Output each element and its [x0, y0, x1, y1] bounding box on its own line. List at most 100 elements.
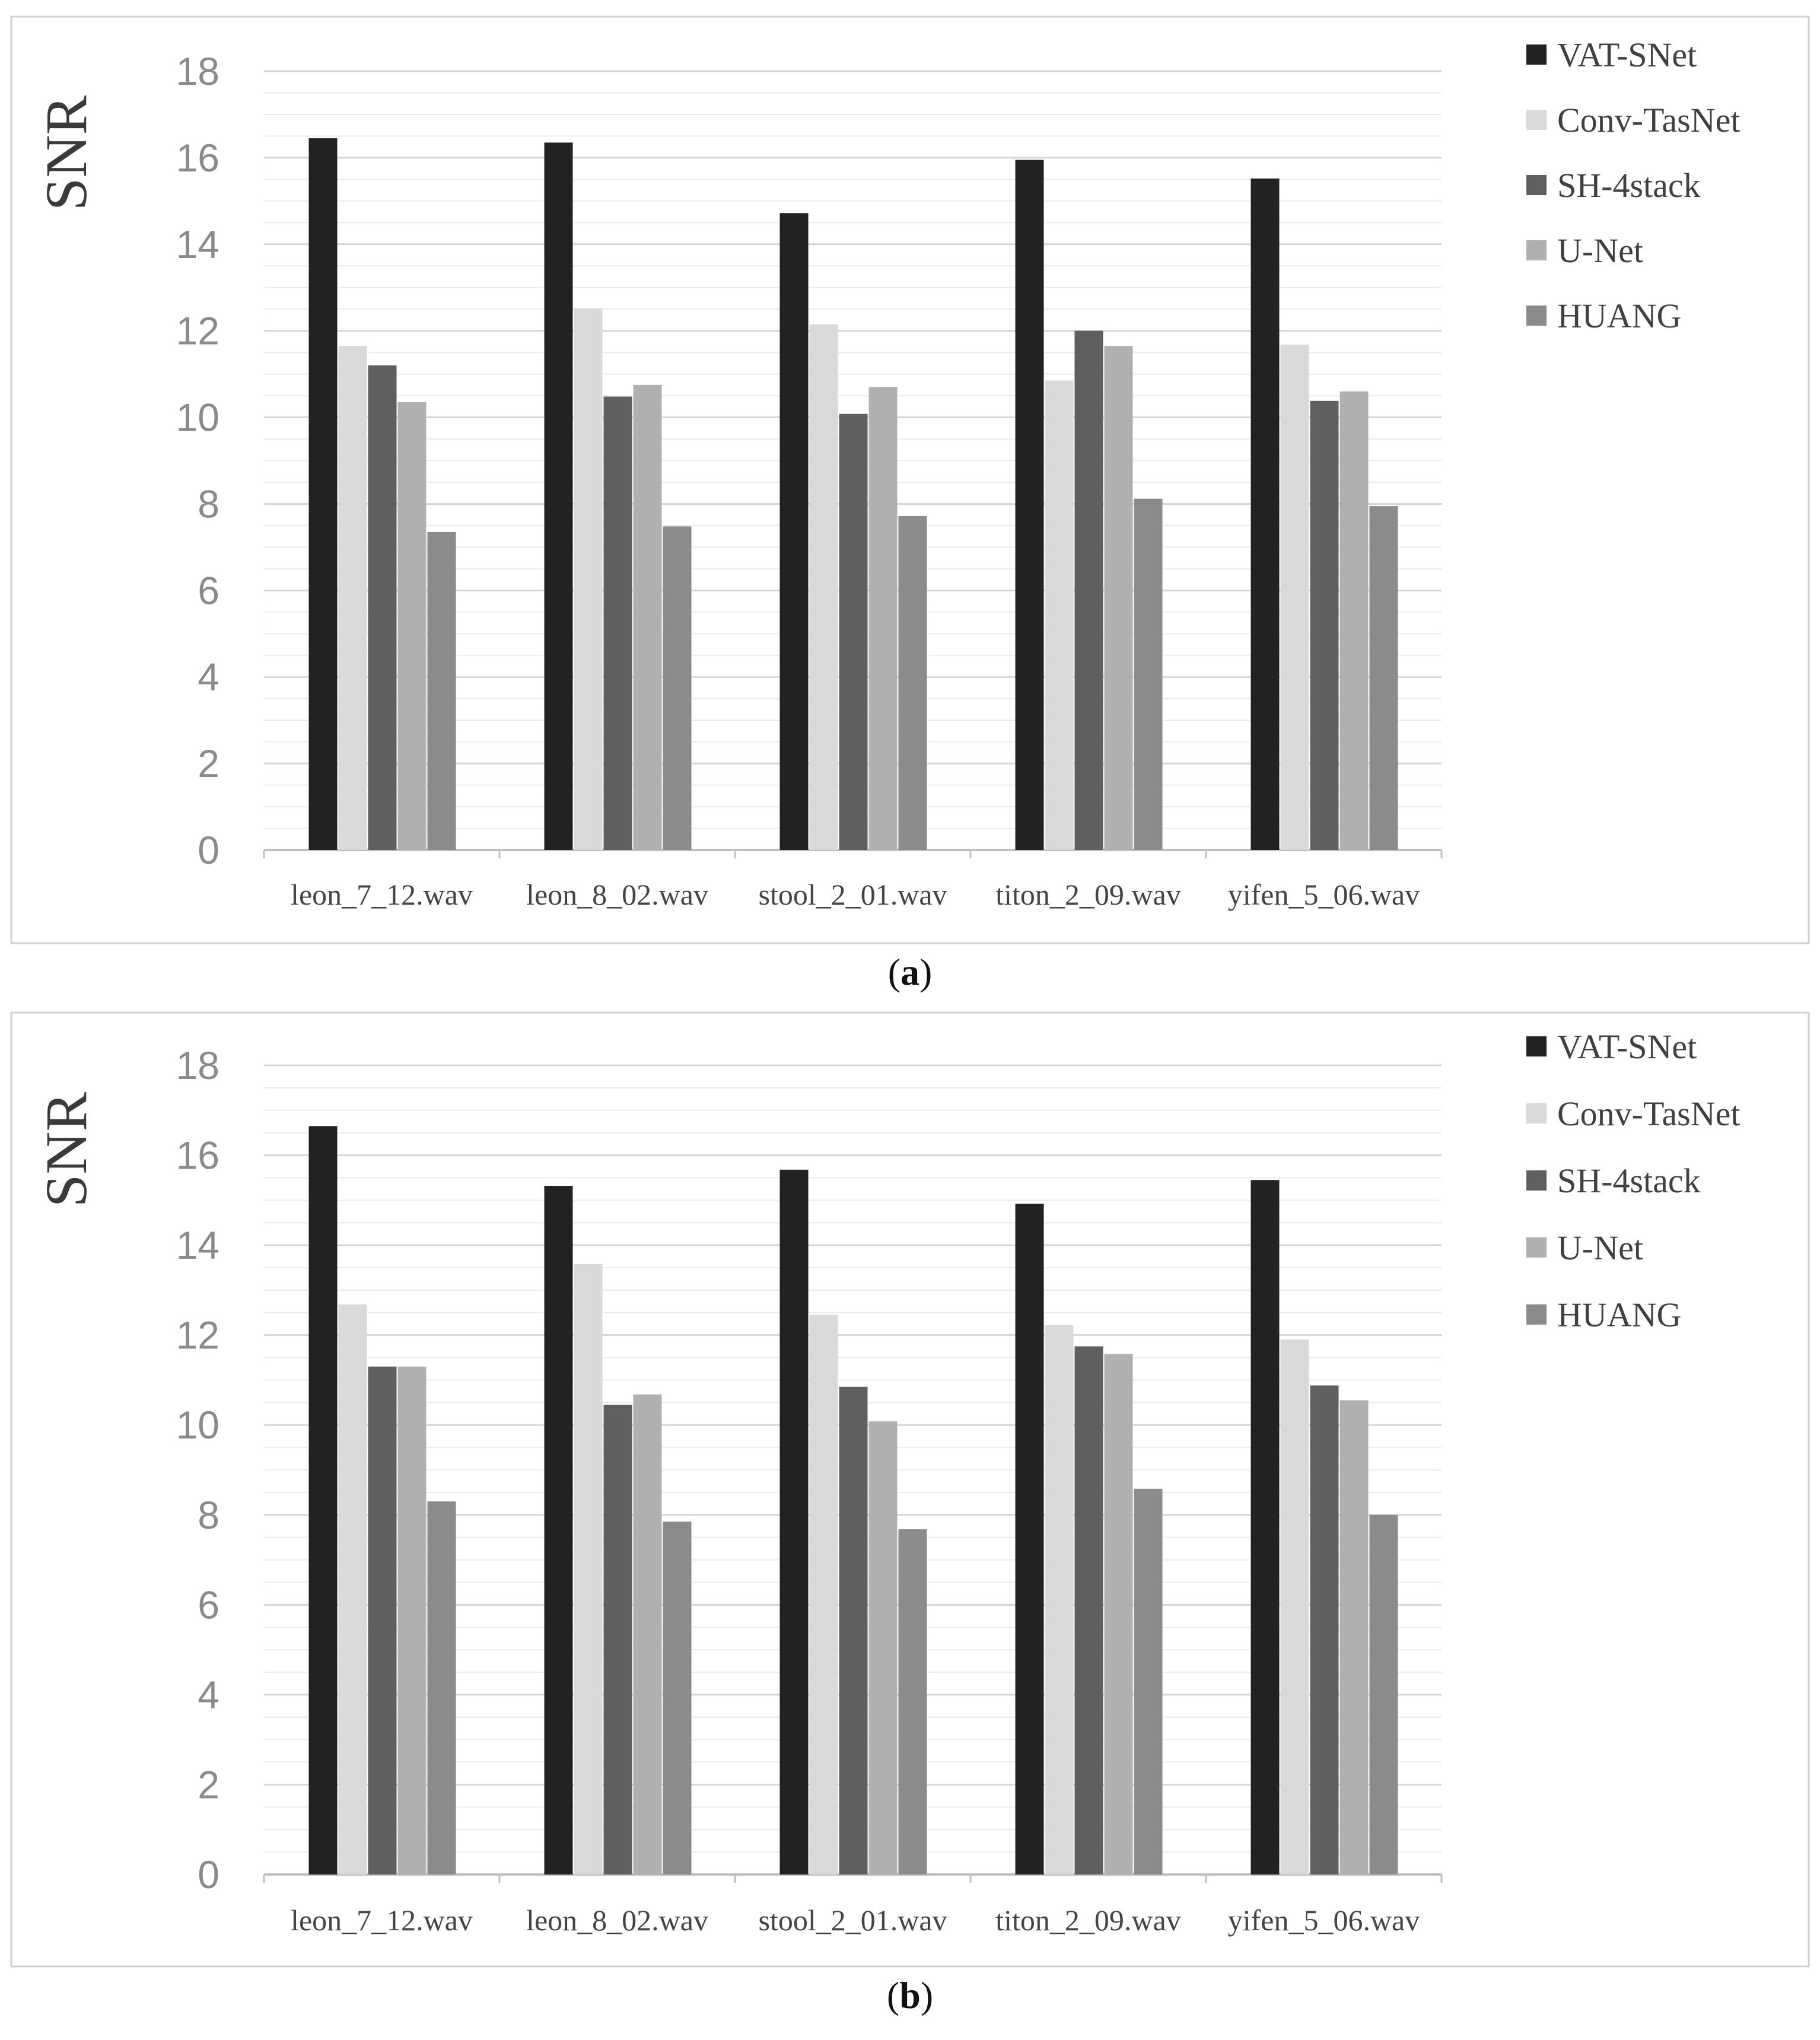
- y-axis-title: SNR: [33, 95, 99, 211]
- legend-label: HUANG: [1557, 1296, 1681, 1334]
- x-tick-label: yifen_5_06.wav: [1228, 878, 1420, 911]
- panel-caption: (a): [888, 951, 933, 993]
- bar-conv-tasnet-0: [338, 346, 367, 850]
- x-tick-label: leon_7_12.wav: [291, 878, 473, 911]
- x-tick-label: stool_2_01.wav: [758, 878, 947, 911]
- x-tick-label: titon_2_09.wav: [995, 1904, 1181, 1937]
- y-tick-label: 12: [176, 309, 219, 353]
- panel-caption: (b): [887, 1974, 933, 2016]
- bar-conv-tasnet-4: [1280, 1339, 1309, 1874]
- chart-panel-a: 0 2 4 6 8 10 12 14 16 18 leon_7_12.wav leon_8_02.wa…: [10, 15, 1810, 944]
- y-tick-label: 8: [198, 482, 219, 526]
- bar-u-net-2: [868, 387, 898, 850]
- legend-swatch: [1526, 175, 1547, 195]
- bar-huang-3: [1134, 498, 1163, 850]
- y-tick-label: 6: [198, 568, 219, 612]
- y-tick-label: 16: [176, 136, 219, 180]
- bar-u-net-2: [868, 1421, 898, 1874]
- panel-caption-letter: b: [899, 1974, 921, 2016]
- y-tick-label: 0: [198, 1853, 219, 1896]
- chart-panel-b: 0 2 4 6 8 10 12 14 16 18 leon_7_12.wav leon_8_02.wa…: [10, 1011, 1810, 1968]
- x-tick-label: leon_8_02.wav: [526, 1904, 708, 1937]
- y-tick-label: 14: [176, 1223, 219, 1267]
- bar-conv-tasnet-0: [338, 1304, 367, 1874]
- legend-swatch: [1526, 1170, 1547, 1191]
- bar-vat-snet-2: [779, 1169, 809, 1874]
- bar-vat-snet-4: [1251, 1180, 1280, 1874]
- bar-huang-3: [1134, 1488, 1163, 1874]
- y-tick-label: 12: [176, 1313, 219, 1357]
- bar-vat-snet-0: [308, 138, 338, 851]
- legend-swatch: [1526, 1304, 1547, 1325]
- bar-u-net-1: [633, 1394, 662, 1874]
- bar-conv-tasnet-2: [809, 1315, 838, 1874]
- bar-sh-4stack-1: [603, 396, 632, 850]
- bar-vat-snet-4: [1251, 178, 1280, 850]
- legend-label: Conv-TasNet: [1557, 101, 1740, 139]
- bar-vat-snet-1: [544, 142, 573, 850]
- bar-conv-tasnet-1: [574, 308, 603, 850]
- legend-label: SH-4stack: [1557, 166, 1701, 205]
- y-tick-label: 8: [198, 1493, 219, 1537]
- y-tick-label: 18: [176, 49, 219, 93]
- y-tick-label: 4: [198, 1673, 219, 1717]
- bar-u-net-0: [397, 402, 427, 850]
- bar-sh-4stack-0: [368, 1366, 397, 1874]
- legend: VAT-SNet Conv-TasNet SH-4stack U-Net HUANG: [1526, 1027, 1740, 1334]
- legend-swatch: [1526, 1103, 1547, 1124]
- bar-conv-tasnet-3: [1045, 1325, 1074, 1874]
- bar-u-net-3: [1104, 1354, 1133, 1874]
- legend-swatch: [1526, 1036, 1547, 1056]
- y-tick-label: 2: [198, 741, 219, 785]
- legend-label: Conv-TasNet: [1557, 1094, 1740, 1133]
- bar-conv-tasnet-3: [1045, 380, 1074, 850]
- bar-vat-snet-1: [544, 1186, 573, 1874]
- y-tick-label: 10: [176, 396, 219, 440]
- y-tick-label: 18: [176, 1043, 219, 1087]
- x-tick-label: yifen_5_06.wav: [1228, 1904, 1420, 1937]
- x-tick-label: titon_2_09.wav: [995, 878, 1181, 911]
- bar-huang-1: [663, 526, 692, 850]
- y-tick-label: 6: [198, 1583, 219, 1627]
- bar-u-net-1: [633, 384, 662, 850]
- bar-u-net-3: [1104, 346, 1133, 850]
- bar-conv-tasnet-2: [809, 324, 838, 850]
- bar-vat-snet-3: [1015, 160, 1044, 850]
- y-tick-label: 2: [198, 1762, 219, 1806]
- bar-huang-2: [898, 515, 927, 850]
- y-tick-label: 14: [176, 222, 219, 266]
- bar-sh-4stack-3: [1074, 330, 1103, 850]
- y-tick-label: 0: [198, 828, 219, 872]
- bar-sh-4stack-4: [1310, 400, 1339, 850]
- bar-u-net-4: [1339, 391, 1369, 850]
- bar-huang-1: [663, 1522, 692, 1874]
- bar-huang-4: [1369, 506, 1398, 850]
- bar-u-net-0: [397, 1366, 427, 1874]
- y-tick-label: 16: [176, 1134, 219, 1177]
- legend-swatch: [1526, 44, 1547, 65]
- bar-conv-tasnet-1: [574, 1264, 603, 1874]
- bar-sh-4stack-2: [839, 413, 868, 850]
- y-tick-label: 10: [176, 1403, 219, 1447]
- legend-swatch: [1526, 240, 1547, 260]
- bar-sh-4stack-2: [839, 1386, 868, 1874]
- bar-sh-4stack-4: [1310, 1385, 1339, 1874]
- x-tick-label: leon_7_12.wav: [291, 1904, 473, 1937]
- legend: VAT-SNet Conv-TasNet SH-4stack U-Net HUANG: [1526, 36, 1740, 335]
- bar-vat-snet-3: [1015, 1204, 1044, 1874]
- bar-huang-2: [898, 1529, 927, 1874]
- y-tick-label: 4: [198, 655, 219, 699]
- bar-conv-tasnet-4: [1280, 345, 1309, 850]
- bar-sh-4stack-3: [1074, 1346, 1103, 1874]
- bar-vat-snet-2: [779, 213, 809, 850]
- x-tick-label: leon_8_02.wav: [526, 878, 708, 911]
- bar-sh-4stack-0: [368, 365, 397, 850]
- legend-label: HUANG: [1557, 297, 1681, 335]
- panel-caption-letter: a: [901, 951, 919, 993]
- legend-swatch: [1526, 1237, 1547, 1258]
- y-axis-title: SNR: [33, 1091, 99, 1207]
- x-tick-label: stool_2_01.wav: [758, 1904, 947, 1937]
- bar-vat-snet-0: [308, 1126, 338, 1874]
- bar-sh-4stack-1: [603, 1405, 632, 1874]
